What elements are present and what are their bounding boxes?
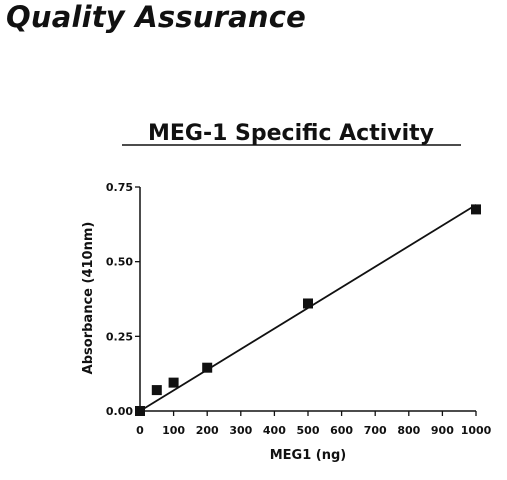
- y-axis: 0.00 0.25 0.50 0.75: [106, 181, 141, 418]
- x-tick-label: 500: [297, 424, 320, 437]
- x-tick-label: 800: [397, 424, 420, 437]
- x-tick-label: 900: [431, 424, 454, 437]
- data-point: [135, 406, 145, 416]
- y-tick-label: 0.00: [106, 405, 133, 418]
- x-axis: 0 100 200 300 400 500 600 700 800 900 1000: [136, 410, 492, 437]
- data-points: [135, 204, 481, 416]
- data-point: [471, 204, 481, 215]
- x-tick-label: 100: [162, 424, 185, 437]
- x-tick-label: 200: [196, 424, 219, 437]
- x-tick-label: 700: [364, 424, 387, 437]
- chart-title: MEG-1 Specific Activity: [148, 121, 434, 146]
- data-point: [303, 298, 313, 309]
- x-tick-label: 400: [263, 424, 286, 437]
- y-axis-label: Absorbance (410nm): [81, 222, 96, 375]
- x-tick-label: 1000: [461, 424, 492, 437]
- x-tick-label: 300: [229, 424, 252, 437]
- x-tick-label: 0: [136, 424, 144, 437]
- y-tick-label: 0.50: [106, 256, 133, 269]
- y-tick-label: 0.75: [106, 181, 133, 194]
- x-axis-label: MEG1 (ng): [270, 448, 347, 463]
- data-point: [168, 377, 179, 388]
- data-point: [151, 385, 162, 396]
- page-heading: Quality Assurance: [6, 0, 306, 34]
- x-tick-label: 600: [330, 424, 353, 437]
- y-tick-label: 0.25: [106, 330, 133, 343]
- data-point: [202, 362, 213, 373]
